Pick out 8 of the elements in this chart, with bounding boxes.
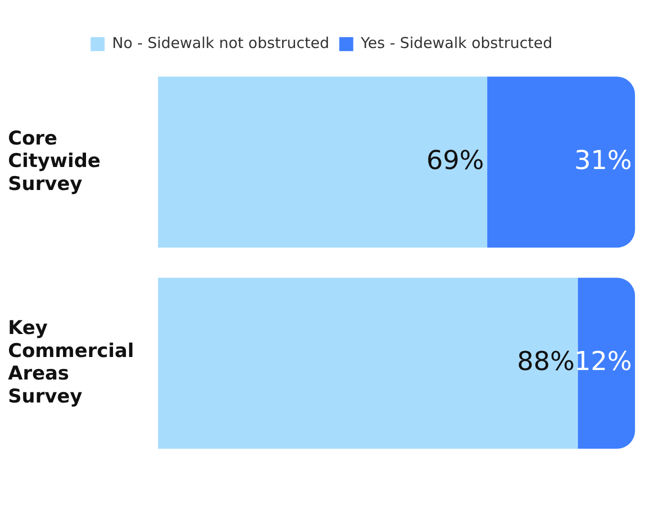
y-tick-label: Key Commercial Areas Survey — [8, 316, 134, 408]
y-tick-label: Core Citywide Survey — [8, 127, 100, 195]
data-label: 31% — [574, 146, 632, 176]
legend-label: Yes - Sidewalk obstructed — [360, 34, 552, 52]
legend-label: No - Sidewalk not obstructed — [112, 34, 330, 52]
data-label: 12% — [574, 347, 632, 377]
data-label: 69% — [426, 146, 484, 176]
data-label: 88% — [516, 347, 575, 377]
